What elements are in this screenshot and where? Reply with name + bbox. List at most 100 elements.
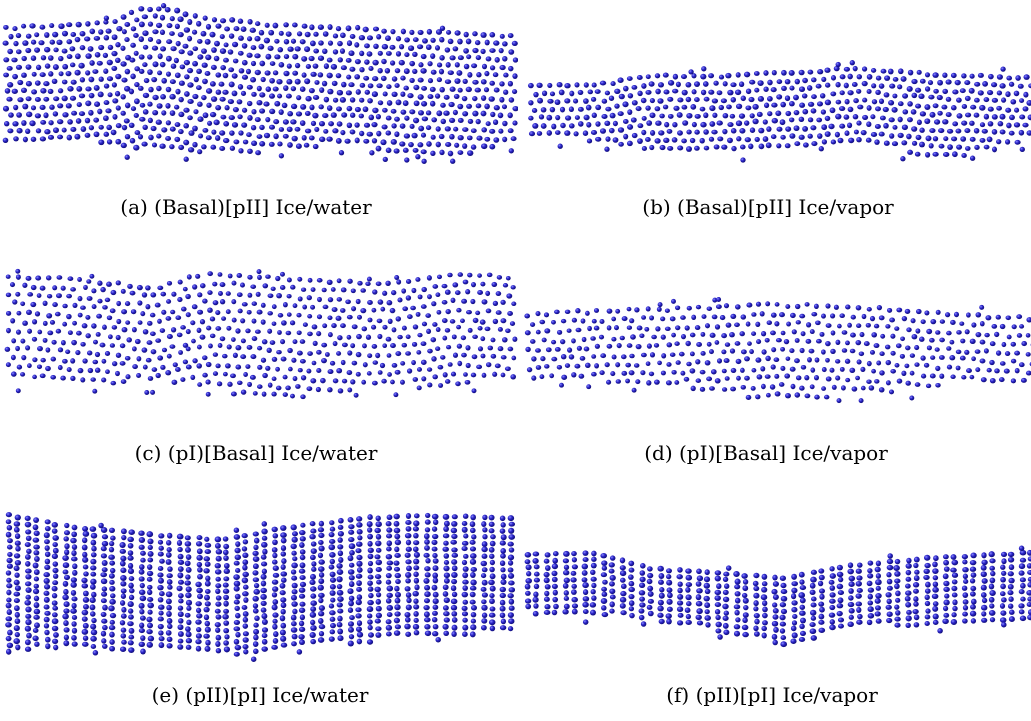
atom [552, 596, 559, 603]
atom [1026, 601, 1031, 608]
atom [656, 306, 662, 312]
atom [110, 593, 116, 599]
atom [535, 329, 541, 335]
atom [310, 548, 317, 554]
atom [182, 286, 188, 292]
atom [772, 602, 778, 608]
atom [500, 618, 507, 625]
atom [906, 85, 913, 92]
atom [6, 544, 13, 550]
atom [563, 550, 570, 557]
atom [346, 314, 353, 320]
atom [489, 573, 496, 580]
atom [439, 25, 446, 31]
atom [748, 96, 755, 103]
atom [792, 613, 798, 620]
atom [282, 302, 288, 308]
atom [556, 82, 563, 88]
atom [528, 131, 536, 137]
atom [272, 637, 279, 644]
atom [582, 601, 589, 608]
atom [847, 106, 854, 113]
atom [44, 564, 51, 571]
atom [14, 533, 21, 540]
atom [336, 121, 343, 127]
atom [450, 604, 458, 611]
atom [937, 79, 943, 86]
atom [229, 130, 235, 136]
atom [666, 362, 672, 367]
atom [196, 363, 202, 369]
atom [484, 103, 490, 110]
atom [582, 130, 589, 136]
atom [60, 340, 66, 346]
atom [557, 143, 563, 149]
atom [564, 82, 571, 89]
atom [249, 27, 256, 33]
atom [530, 339, 536, 344]
atom [997, 121, 1004, 127]
atom [31, 89, 38, 95]
atom [327, 88, 334, 95]
atom [393, 617, 401, 624]
atom [1000, 610, 1007, 616]
atom [571, 608, 578, 615]
atom [496, 275, 503, 280]
atom [924, 594, 930, 601]
atom [855, 339, 862, 346]
atom [615, 308, 621, 314]
atom [355, 89, 361, 95]
atom [440, 102, 446, 108]
atom [879, 370, 885, 376]
atom [894, 363, 900, 368]
atom [345, 299, 351, 305]
atom [581, 336, 587, 343]
atom [110, 289, 117, 296]
atom [129, 57, 136, 63]
atom [180, 325, 186, 330]
atom [375, 547, 382, 553]
atom [461, 95, 468, 102]
atom [90, 578, 97, 585]
atom [394, 604, 401, 611]
atom [393, 566, 401, 572]
atom [377, 370, 383, 375]
atom [127, 562, 134, 569]
atom [547, 98, 554, 104]
atom [215, 634, 222, 641]
atom [165, 103, 171, 109]
atom [52, 580, 59, 586]
atom [227, 381, 233, 387]
atom [223, 42, 229, 48]
atom [33, 517, 40, 524]
atom [837, 597, 844, 604]
atom [655, 120, 662, 126]
atom [1026, 99, 1031, 106]
atom [185, 554, 192, 560]
atom [223, 576, 230, 582]
atom [103, 68, 109, 74]
atom [25, 581, 32, 587]
atom [336, 351, 342, 356]
atom [914, 569, 920, 575]
atom [710, 369, 717, 375]
atom [52, 285, 58, 291]
atom [177, 644, 184, 650]
atom [943, 612, 950, 618]
atom [94, 367, 101, 373]
atom [1019, 557, 1027, 563]
atom [892, 93, 898, 99]
atom [127, 601, 134, 608]
atom [160, 364, 166, 370]
atom [472, 96, 478, 102]
atom [925, 383, 932, 389]
atom [25, 64, 32, 70]
atom [421, 101, 428, 107]
atom [507, 346, 514, 352]
atom [204, 626, 211, 633]
atom [33, 595, 40, 602]
atom [654, 379, 660, 385]
atom [886, 578, 893, 585]
atom [57, 88, 64, 94]
atom [185, 329, 191, 335]
